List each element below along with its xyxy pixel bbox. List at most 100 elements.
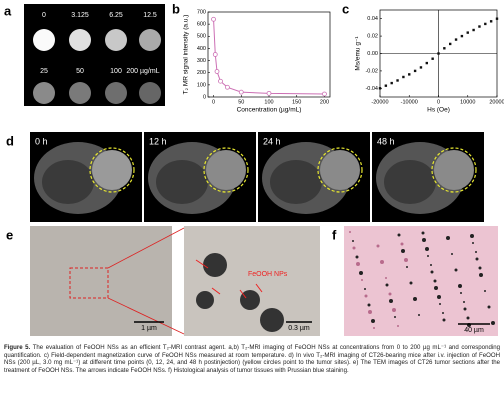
stain-dot bbox=[400, 242, 404, 246]
data-point bbox=[449, 42, 452, 46]
nanosheet-cluster bbox=[240, 290, 260, 310]
y-tick-label: 500 bbox=[197, 34, 206, 40]
stain-dot bbox=[380, 260, 384, 264]
stain-dot bbox=[463, 301, 465, 303]
panel-label: c bbox=[342, 1, 349, 16]
stain-dot bbox=[385, 277, 387, 279]
figure: a b c d e f 0 3.125 6.25 12.5 25 50 100 200 µg/mL 0 50 1… bbox=[4, 1, 504, 336]
stain-dot bbox=[434, 286, 438, 290]
y-tick-label: 0.02 bbox=[367, 34, 378, 40]
panel-label: b bbox=[172, 1, 180, 16]
stain-dot bbox=[433, 279, 437, 283]
data-point bbox=[238, 89, 244, 95]
mouse-inner bbox=[270, 160, 322, 204]
y-tick-label: 100 bbox=[197, 82, 206, 88]
data-point bbox=[211, 16, 216, 22]
concentration-label: 100 bbox=[110, 68, 122, 75]
stain-dot bbox=[463, 307, 467, 311]
nanosheet-cluster bbox=[203, 253, 227, 277]
data-point bbox=[384, 84, 388, 87]
stain-dot bbox=[349, 231, 351, 233]
stain-dot bbox=[478, 266, 482, 270]
stain-dot bbox=[437, 295, 441, 299]
data-point bbox=[218, 78, 223, 84]
data-point bbox=[431, 57, 434, 60]
stain-dot bbox=[413, 297, 417, 301]
phantom bbox=[139, 82, 161, 104]
stain-dot bbox=[364, 294, 368, 298]
stain-dot bbox=[439, 303, 441, 305]
data-point bbox=[225, 84, 230, 90]
x-tick-label: 10000 bbox=[460, 99, 475, 105]
y-tick-label: 0 bbox=[203, 94, 206, 100]
data-point bbox=[478, 25, 481, 28]
stain-dot bbox=[397, 233, 401, 237]
stain-dot bbox=[470, 234, 474, 238]
stain-dot bbox=[430, 264, 432, 266]
y-tick-label: 400 bbox=[197, 46, 206, 52]
mouse-inner bbox=[42, 160, 94, 204]
x-tick-label: 200 bbox=[320, 99, 329, 105]
phantom bbox=[69, 82, 91, 104]
concentration-label: 25 bbox=[40, 68, 48, 75]
stain-dot bbox=[460, 292, 462, 294]
tumor bbox=[92, 150, 132, 190]
data-point bbox=[466, 31, 469, 34]
concentration-label: 6.25 bbox=[109, 12, 123, 19]
stain-dot bbox=[454, 268, 458, 272]
data-point bbox=[495, 17, 499, 20]
y-tick-label: 200 bbox=[197, 70, 206, 76]
data-point bbox=[425, 61, 428, 65]
x-tick-label: 50 bbox=[238, 99, 244, 105]
stain-dot bbox=[352, 246, 356, 250]
panel-label: f bbox=[332, 227, 337, 242]
stain-dot bbox=[446, 236, 450, 240]
concentration-label: 3.125 bbox=[71, 12, 89, 19]
stain-dot bbox=[368, 310, 372, 314]
phantom bbox=[33, 29, 55, 51]
stain-dot bbox=[458, 284, 462, 288]
arrow bbox=[211, 287, 221, 295]
stain-dot bbox=[466, 316, 470, 320]
stain-dot bbox=[394, 316, 396, 318]
y-tick-label: 300 bbox=[197, 58, 206, 64]
nanosheet-cluster bbox=[260, 308, 284, 332]
stain-dot bbox=[367, 303, 371, 307]
x-tick-label: 150 bbox=[292, 99, 301, 105]
data-point bbox=[454, 38, 458, 41]
phantom bbox=[105, 29, 127, 51]
stain-dot bbox=[491, 321, 495, 325]
phantom bbox=[33, 82, 55, 104]
scale-bar-label: 40 µm bbox=[464, 327, 484, 334]
caption-lead: Figure 5. bbox=[4, 344, 31, 351]
tumor bbox=[320, 150, 360, 190]
x-axis-label: Concentration (µg/mL) bbox=[237, 107, 302, 114]
stain-dot bbox=[388, 292, 392, 296]
phantom bbox=[69, 29, 91, 51]
concentration-label: 12.5 bbox=[143, 12, 157, 19]
y-tick-label: -0.02 bbox=[365, 68, 378, 74]
stain-dot bbox=[427, 255, 429, 257]
tem-image bbox=[30, 226, 172, 336]
stain-dot bbox=[442, 312, 444, 314]
stain-dot bbox=[479, 273, 483, 277]
stain-dot bbox=[356, 262, 360, 266]
panel-label: e bbox=[6, 227, 13, 242]
scale-bar-label: 1 µm bbox=[141, 325, 157, 332]
y-tick-label: 600 bbox=[197, 22, 206, 28]
x-tick-label: 0 bbox=[212, 99, 215, 105]
x-axis-label: Hs (Oe) bbox=[427, 107, 450, 114]
stain-dot bbox=[487, 305, 491, 309]
data-point bbox=[390, 81, 393, 85]
stain-dot bbox=[401, 249, 405, 253]
x-tick-label: -20000 bbox=[371, 99, 388, 105]
annotation: FeOOH NPs bbox=[248, 271, 288, 278]
stain-dot bbox=[451, 253, 453, 255]
stain-dot bbox=[389, 299, 393, 303]
concentration-label: 0 bbox=[42, 12, 46, 19]
timepoint-label: 0 h bbox=[35, 136, 48, 146]
stain-dot bbox=[430, 270, 434, 274]
stain-dot bbox=[421, 231, 425, 235]
tem-zoom-image bbox=[184, 226, 320, 336]
